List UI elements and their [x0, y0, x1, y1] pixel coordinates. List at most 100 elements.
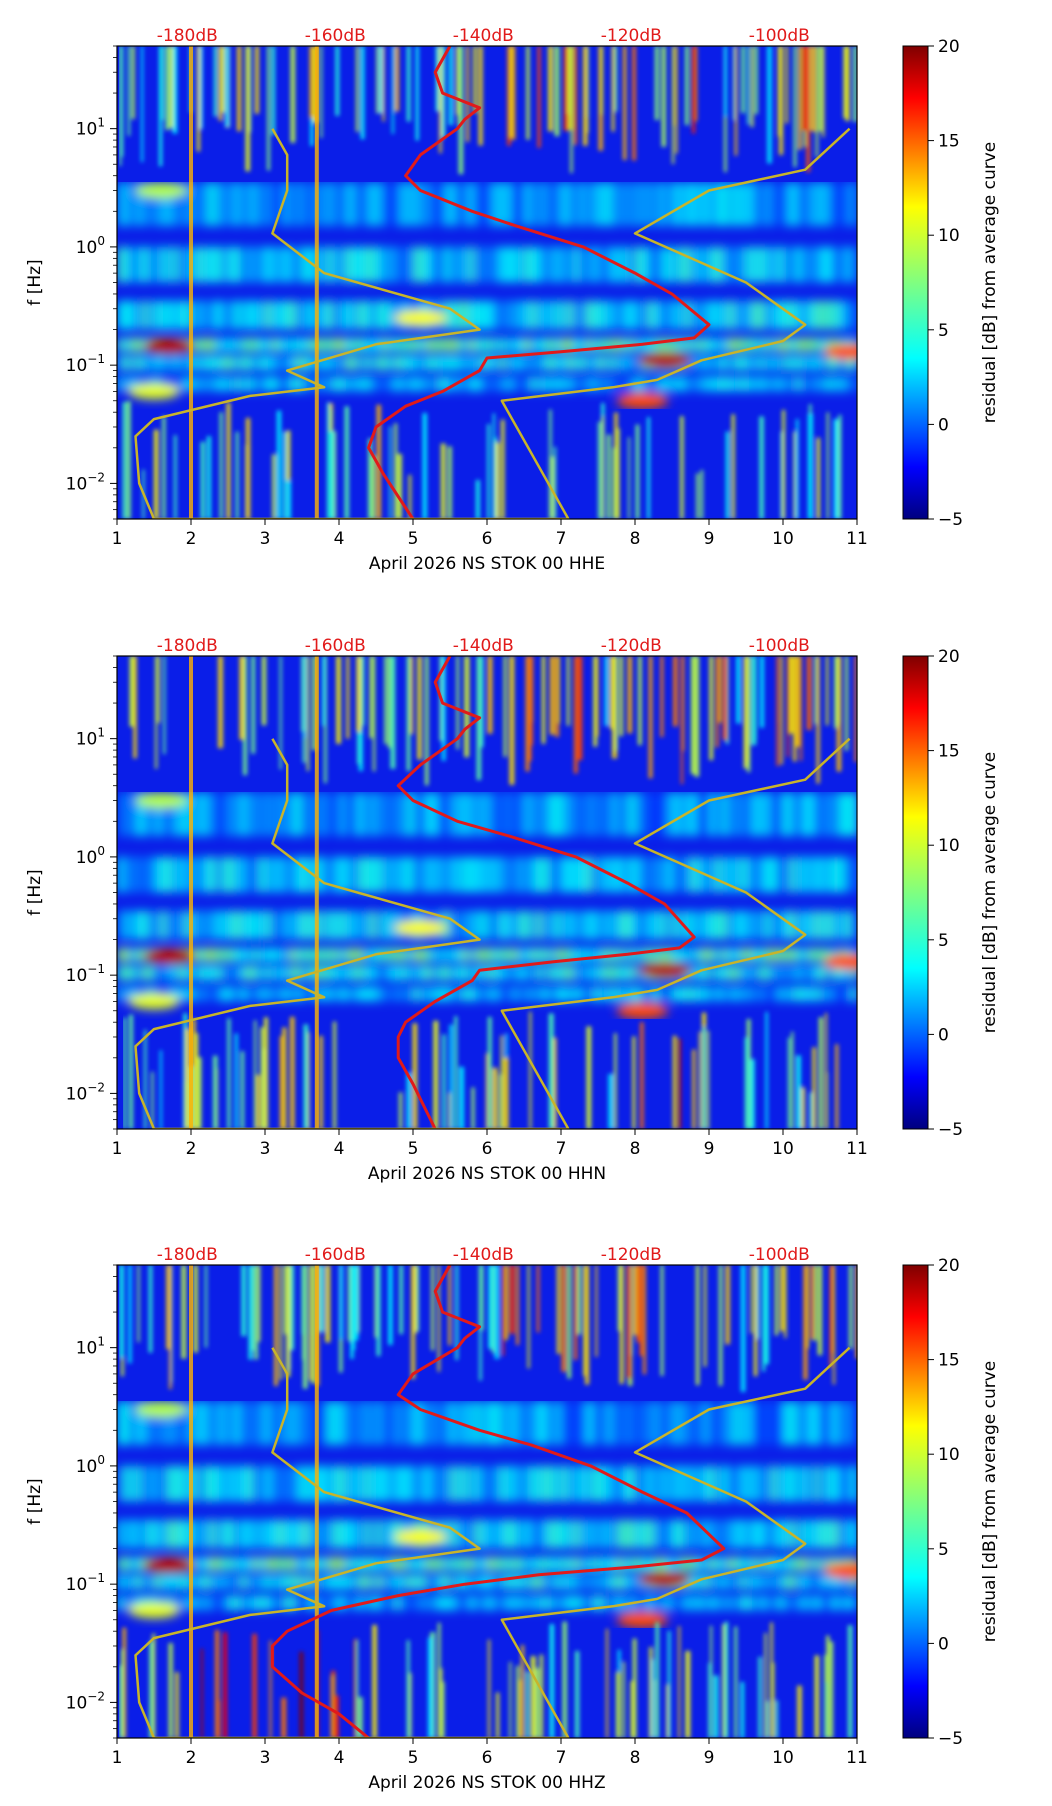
y-tick-exponent: 1: [97, 1335, 105, 1349]
colorbar-gradient: [902, 1264, 929, 1739]
x-tick-label: 10: [772, 1139, 794, 1159]
y-tick-label: 101: [76, 1335, 105, 1359]
y-tick-label: 100: [76, 234, 105, 258]
x-axis-label: April 2026 NS STOK 00 HHE: [369, 554, 605, 574]
x-tick-label: 2: [186, 1139, 197, 1159]
y-tick-base: 10: [66, 356, 88, 376]
heatmap-streak-layer: [119, 1265, 857, 1738]
x-tick-label: 11: [846, 1139, 868, 1159]
colorbar-tick-label: 10: [938, 226, 960, 246]
heatmap-line: [189, 656, 193, 1129]
heatmap-diffuse-layer: [117, 182, 857, 409]
y-tick-base: 10: [76, 848, 98, 868]
colorbar-tick-label: 0: [938, 415, 949, 435]
colorbar-tick-label: 5: [938, 931, 949, 951]
y-tick-label: 101: [76, 116, 105, 140]
x-tick-label: 4: [334, 1748, 345, 1768]
x-tick-label: 8: [630, 1748, 641, 1768]
colorbar-tick-label: 5: [938, 321, 949, 341]
top-db-label: -100dB: [749, 26, 810, 46]
x-tick-label: 5: [408, 1139, 419, 1159]
top-db-label: -140dB: [453, 636, 514, 656]
x-tick-label: 1: [112, 1139, 123, 1159]
colorbar-gradient: [902, 45, 929, 520]
x-tick-label: 2: [186, 529, 197, 549]
y-tick-exponent: −1: [87, 352, 105, 366]
colorbar: 20 15 10 5 0 −5 residual [dB] from average cur…: [902, 1256, 1000, 1749]
heatmap-streak-layer: [123, 656, 857, 1129]
x-tick-label: 1: [112, 1748, 123, 1768]
x-tick-label: 7: [556, 529, 567, 549]
x-tick-label: 5: [408, 1748, 419, 1768]
noise-model-curve: [134, 1346, 851, 1738]
x-tick-label: 4: [334, 529, 345, 549]
colorbar-tick-label: −5: [938, 1120, 963, 1140]
top-db-label: -180dB: [157, 26, 218, 46]
x-axis-label: April 2026 NS STOK 00 HHZ: [368, 1773, 605, 1793]
y-axis-label: f [Hz]: [25, 869, 45, 915]
y-tick-exponent: −2: [87, 470, 105, 484]
top-db-label: -120dB: [601, 1245, 662, 1265]
x-tick-label: 2: [186, 1748, 197, 1768]
y-tick-label: 100: [76, 844, 105, 868]
colorbar-tick-label: 0: [938, 1634, 949, 1654]
heatmap-line: [314, 46, 319, 519]
mean-psd-curve: [396, 656, 696, 1129]
x-tick-label: 9: [704, 529, 715, 549]
y-tick-exponent: 1: [97, 116, 105, 130]
colorbar: 20 15 10 5 0 −5 residual [dB] from average cur…: [902, 37, 1000, 530]
noise-model-curve: [134, 737, 851, 1129]
top-db-label: -100dB: [749, 636, 810, 656]
colorbar-tick-label: 15: [938, 1351, 960, 1371]
y-tick-base: 10: [66, 1693, 88, 1713]
y-tick-base: 10: [76, 1339, 98, 1359]
x-tick-label: 10: [772, 529, 794, 549]
top-db-label: -160dB: [305, 26, 366, 46]
heatmap-line: [189, 46, 193, 519]
x-tick-label: 7: [556, 1748, 567, 1768]
heatmap-line: [189, 1265, 193, 1738]
colorbar-tick-label: −5: [938, 510, 963, 530]
x-tick-label: 4: [334, 1139, 345, 1159]
y-axis-label: f [Hz]: [25, 259, 45, 305]
x-tick-label: 9: [704, 1139, 715, 1159]
y-tick-base: 10: [76, 1457, 98, 1477]
y-tick-label: 10−2: [66, 470, 105, 494]
y-tick-label: 10−2: [66, 1080, 105, 1104]
y-tick-base: 10: [76, 238, 98, 258]
colorbar-label: residual [dB] from average curve: [980, 142, 1000, 423]
x-tick-label: 1: [112, 529, 123, 549]
y-tick-label: 101: [76, 726, 105, 750]
x-tick-label: 11: [846, 1748, 868, 1768]
x-tick-label: 3: [260, 1748, 271, 1768]
top-db-label: -120dB: [601, 26, 662, 46]
y-tick-base: 10: [66, 966, 88, 986]
colorbar-tick-label: 15: [938, 742, 960, 762]
colorbar-label: residual [dB] from average curve: [980, 752, 1000, 1033]
mean-psd-curve: [270, 1265, 726, 1738]
colorbar-gradient: [902, 655, 929, 1130]
y-tick-base: 10: [66, 474, 88, 494]
x-tick-label: 9: [704, 1748, 715, 1768]
heatmap-streak-layer: [119, 46, 857, 519]
heatmap-image: [117, 656, 857, 1129]
y-tick-base: 10: [66, 1084, 88, 1104]
x-tick-label: 6: [482, 1139, 493, 1159]
top-db-label: -160dB: [305, 636, 366, 656]
x-axis-label: April 2026 NS STOK 00 HHN: [368, 1164, 606, 1184]
x-tick-label: 8: [630, 529, 641, 549]
colorbar-label: residual [dB] from average curve: [980, 1361, 1000, 1642]
x-tick-label: 10: [772, 1748, 794, 1768]
y-tick-label: 10−2: [66, 1689, 105, 1713]
top-db-label: -180dB: [157, 636, 218, 656]
heatmap-image: [117, 1265, 857, 1738]
colorbar-tick-label: 0: [938, 1025, 949, 1045]
y-tick-label: 100: [76, 1453, 105, 1477]
x-tick-label: 3: [260, 1139, 271, 1159]
top-db-label: -120dB: [601, 636, 662, 656]
colorbar-tick-label: 15: [938, 132, 960, 152]
y-tick-exponent: 0: [97, 1453, 105, 1467]
x-tick-label: 5: [408, 529, 419, 549]
